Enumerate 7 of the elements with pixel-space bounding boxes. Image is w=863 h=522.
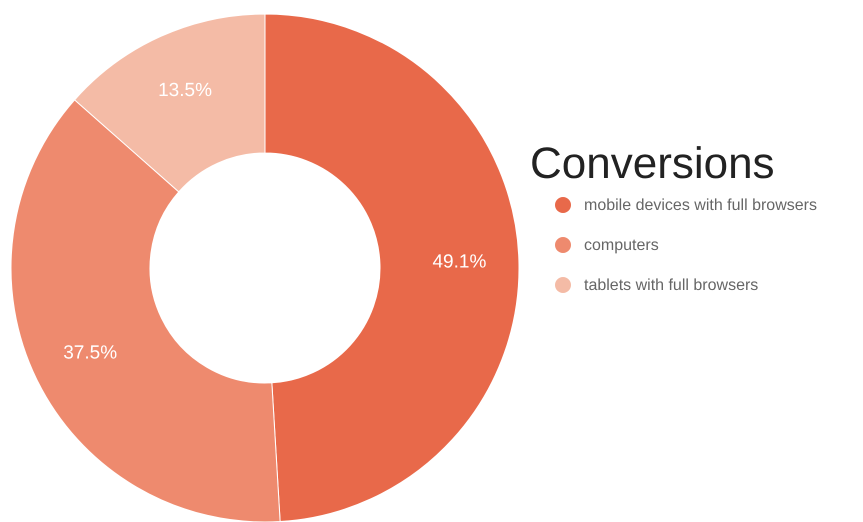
data-label: 37.5%	[63, 342, 118, 364]
text: Conversions	[530, 139, 775, 188]
legend-label: computers	[584, 236, 659, 254]
data-label: 49.1%	[432, 252, 486, 273]
data-label: 13.5%	[158, 80, 212, 102]
legend-label: tablets with full browsers	[584, 276, 758, 294]
legend-label: mobile devices with full browsers	[584, 196, 817, 214]
